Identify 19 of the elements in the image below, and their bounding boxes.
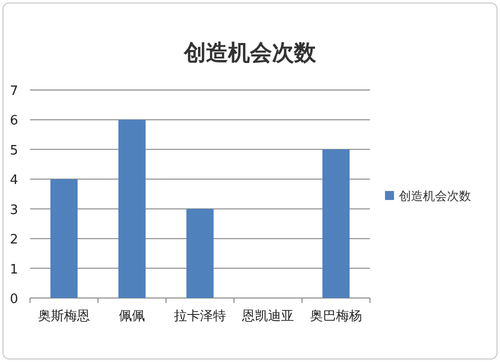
y-tick-label: 4 [10, 173, 18, 188]
y-tick-label: 5 [10, 143, 18, 158]
x-tick-label: 恩凯迪亚 [241, 309, 294, 324]
y-tick-label: 2 [10, 232, 18, 248]
bar [322, 149, 350, 298]
bar [118, 120, 146, 298]
bar [50, 179, 78, 298]
y-tick-label: 0 [10, 292, 18, 307]
x-tick-label: 拉卡泽特 [174, 309, 226, 324]
chart-title: 创造机会次数 [183, 41, 317, 66]
y-tick-label: 7 [10, 84, 18, 99]
y-tick-label: 1 [10, 262, 18, 278]
y-tick-label: 3 [10, 202, 18, 218]
x-tick-label: 奥巴梅杨 [310, 309, 362, 324]
y-tick-label: 6 [10, 114, 18, 129]
x-tick-label: 佩佩 [119, 309, 145, 324]
bar [186, 208, 214, 298]
x-tick-label: 奥斯梅恩 [38, 309, 90, 324]
legend-label: 创造机会次数 [399, 189, 471, 203]
